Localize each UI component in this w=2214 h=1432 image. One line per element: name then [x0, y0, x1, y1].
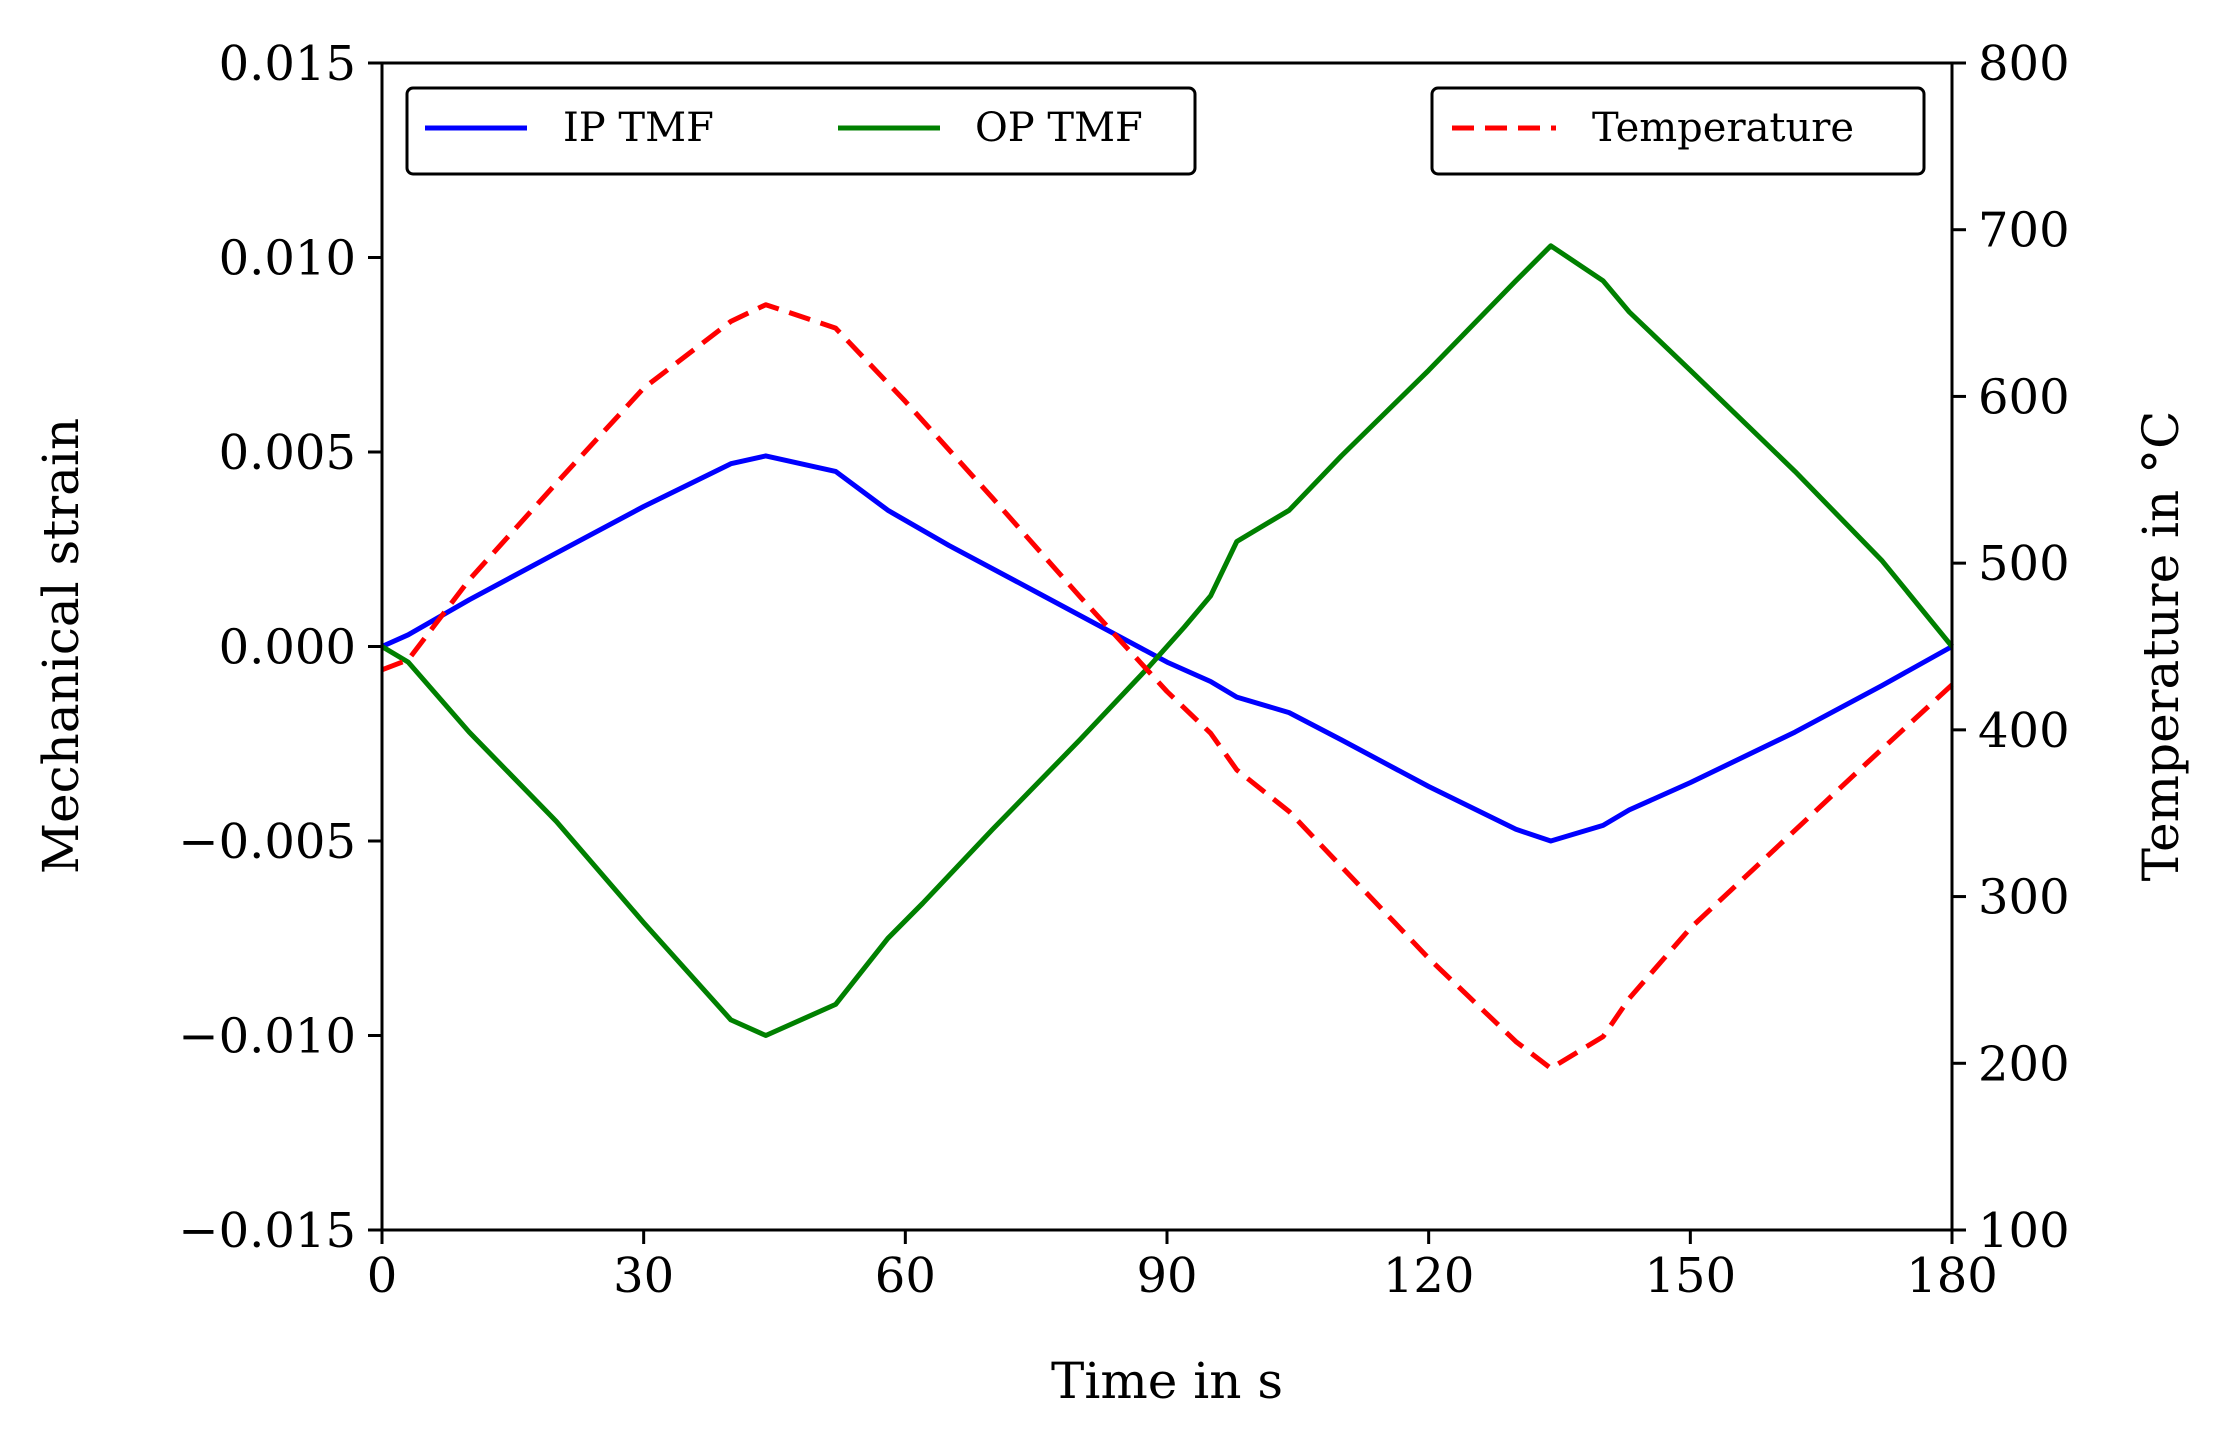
series-line-ip-tmf: [380, 453, 1954, 844]
y2-tick-label: 700: [1978, 203, 2070, 259]
series-line-op-tmf: [380, 243, 1954, 1038]
x-tick-label: 30: [613, 1248, 674, 1304]
legend-left-box: [405, 86, 1197, 176]
y-tick-label: 0.015: [219, 36, 356, 92]
x-tick-label: 0: [367, 1248, 398, 1304]
legend-right: Temperature: [1430, 86, 1926, 176]
legend-right-box: [1430, 86, 1926, 176]
y-tick-label: 0.005: [219, 425, 356, 481]
y2-tick-label: 200: [1978, 1036, 2070, 1092]
legend-left: IP TMF OP TMF: [405, 86, 1197, 176]
y-tick-label: 0.010: [219, 231, 356, 287]
legend-label-ip-tmf: IP TMF: [563, 105, 714, 151]
y2-axis-title: Temperature in °C: [2132, 411, 2190, 882]
x-tick-label: 60: [875, 1248, 936, 1304]
legend-label-temperature: Temperature: [1592, 105, 1854, 151]
x-tick-label: 150: [1645, 1248, 1737, 1304]
y2-tick-label: 500: [1978, 536, 2070, 592]
y2-tick-label: 600: [1978, 369, 2070, 425]
ticks-layer: 0 30 60 90 120 150 180 −0.015 −0.010 −0.005 0.000 0…: [178, 36, 2069, 1304]
y-tick-label: −0.015: [178, 1203, 356, 1259]
x-tick-label: 120: [1383, 1248, 1475, 1304]
y2-tick-label: 800: [1978, 36, 2070, 92]
x-tick-label: 90: [1136, 1248, 1197, 1304]
y-axis-title: Mechanical strain: [32, 418, 90, 874]
y-tick-label: −0.010: [178, 1009, 356, 1065]
legend-label-op-tmf: OP TMF: [975, 105, 1143, 151]
x-axis-title: Time in s: [1051, 1352, 1283, 1410]
y-tick-label: −0.005: [178, 814, 356, 870]
series-layer: [380, 243, 1954, 1071]
y-tick-label: 0.000: [219, 620, 356, 676]
y2-tick-label: 300: [1978, 870, 2070, 926]
series-line-temperature: [381, 302, 1954, 1071]
y2-tick-label: 400: [1978, 703, 2070, 759]
x-tick-label: 180: [1906, 1248, 1998, 1304]
y2-tick-label: 100: [1978, 1203, 2070, 1259]
